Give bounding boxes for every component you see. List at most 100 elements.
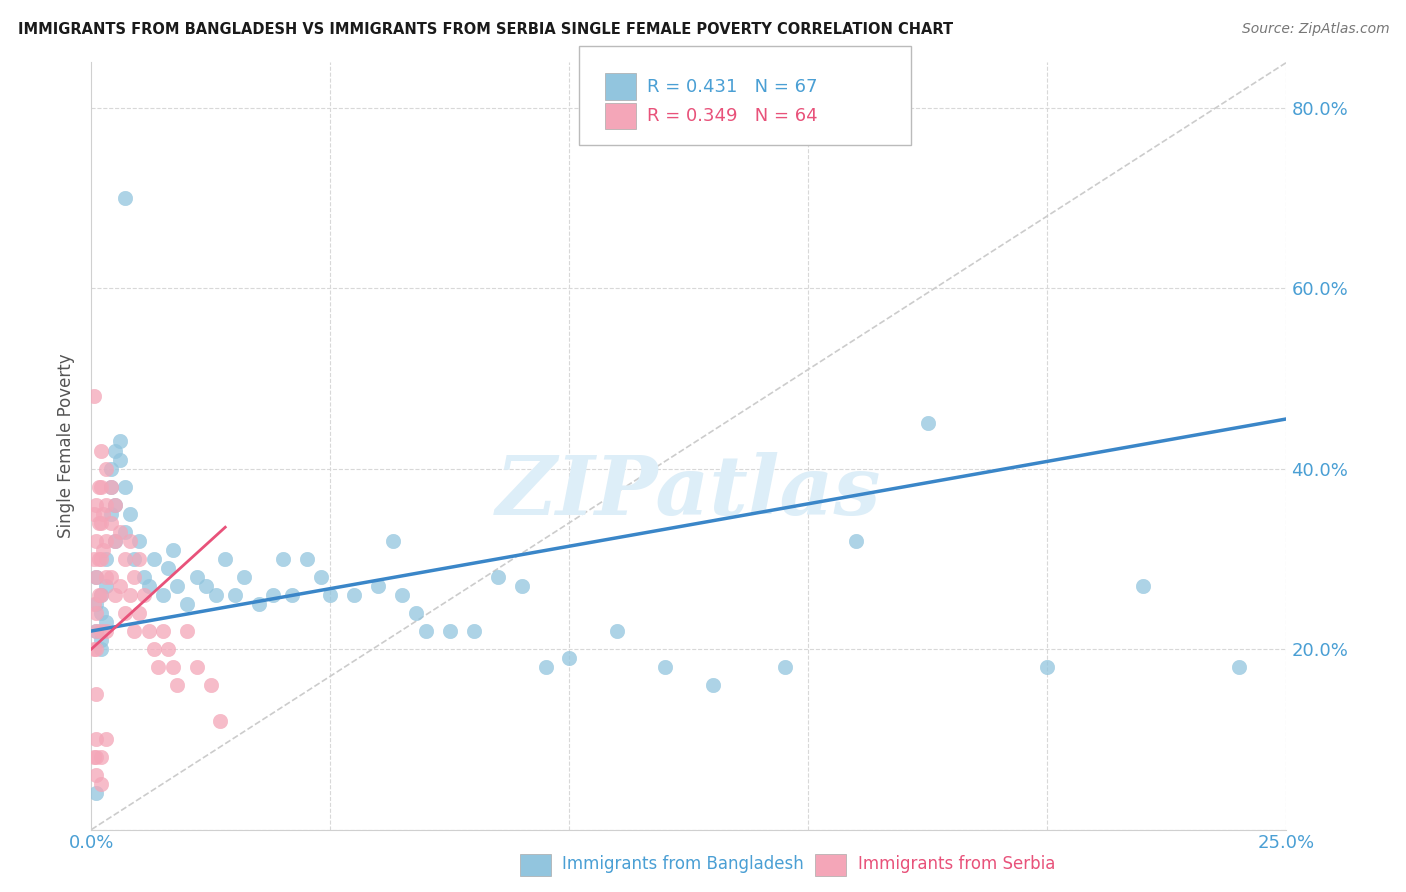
- Point: [84, 570, 107, 584]
- Point: [309, 570, 332, 584]
- Point: [405, 606, 427, 620]
- Point: [162, 542, 184, 557]
- Point: [463, 624, 485, 638]
- Point: [104, 533, 127, 548]
- Point: [148, 660, 170, 674]
- Point: [162, 660, 184, 674]
- Point: [84, 570, 107, 584]
- Point: [415, 624, 437, 638]
- Point: [100, 480, 122, 494]
- Point: [845, 533, 868, 548]
- Point: [83, 750, 105, 764]
- Point: [83, 507, 105, 521]
- Point: [108, 524, 131, 539]
- Point: [118, 588, 141, 602]
- Point: [176, 624, 198, 638]
- Point: [83, 642, 105, 657]
- Point: [534, 660, 557, 674]
- Point: [200, 678, 222, 692]
- Point: [124, 551, 146, 566]
- Point: [108, 579, 131, 593]
- Point: [100, 480, 122, 494]
- Point: [100, 516, 122, 530]
- Point: [367, 579, 389, 593]
- Point: [90, 633, 112, 648]
- Point: [558, 651, 581, 665]
- Point: [128, 551, 150, 566]
- Point: [84, 533, 107, 548]
- Point: [124, 624, 146, 638]
- Point: [83, 597, 105, 611]
- Point: [224, 588, 246, 602]
- Point: [83, 389, 105, 403]
- Point: [156, 561, 179, 575]
- Point: [90, 606, 112, 620]
- Point: [1036, 660, 1059, 674]
- Point: [87, 480, 110, 494]
- Point: [90, 516, 112, 530]
- Point: [94, 570, 117, 584]
- Point: [90, 443, 112, 458]
- Point: [84, 787, 107, 801]
- Point: [94, 498, 117, 512]
- Point: [108, 452, 131, 467]
- Point: [87, 588, 110, 602]
- Text: Immigrants from Serbia: Immigrants from Serbia: [858, 855, 1054, 873]
- Point: [114, 606, 136, 620]
- Text: R = 0.431   N = 67: R = 0.431 N = 67: [647, 78, 817, 95]
- Point: [84, 768, 107, 782]
- Point: [90, 588, 112, 602]
- Point: [94, 624, 117, 638]
- Point: [83, 551, 105, 566]
- Point: [247, 597, 270, 611]
- Point: [702, 678, 724, 692]
- Point: [391, 588, 413, 602]
- Point: [118, 507, 141, 521]
- Point: [114, 524, 136, 539]
- Point: [132, 588, 155, 602]
- Point: [114, 480, 136, 494]
- Point: [152, 624, 174, 638]
- Point: [104, 498, 127, 512]
- Point: [87, 551, 110, 566]
- Point: [87, 516, 110, 530]
- Point: [114, 551, 136, 566]
- Point: [262, 588, 284, 602]
- Point: [100, 507, 122, 521]
- Point: [142, 642, 165, 657]
- Point: [90, 551, 112, 566]
- Point: [94, 461, 117, 475]
- Point: [94, 732, 117, 747]
- Point: [114, 191, 136, 205]
- Point: [510, 579, 533, 593]
- Point: [100, 461, 122, 475]
- Point: [281, 588, 304, 602]
- Point: [90, 480, 112, 494]
- Point: [142, 551, 165, 566]
- Point: [90, 588, 112, 602]
- Point: [128, 533, 150, 548]
- Point: [94, 579, 117, 593]
- Point: [271, 551, 294, 566]
- Point: [166, 678, 188, 692]
- Point: [84, 498, 107, 512]
- Point: [295, 551, 318, 566]
- Point: [319, 588, 342, 602]
- Point: [343, 588, 366, 602]
- Point: [773, 660, 796, 674]
- Point: [84, 606, 107, 620]
- Point: [94, 615, 117, 629]
- Point: [84, 642, 107, 657]
- Point: [93, 507, 114, 521]
- Text: R = 0.349   N = 64: R = 0.349 N = 64: [647, 107, 817, 125]
- Point: [606, 624, 628, 638]
- Point: [100, 570, 122, 584]
- Point: [84, 687, 107, 701]
- Point: [138, 579, 160, 593]
- Point: [124, 570, 146, 584]
- Point: [84, 750, 107, 764]
- Point: [204, 588, 226, 602]
- Point: [84, 597, 107, 611]
- Point: [156, 642, 179, 657]
- Point: [94, 551, 117, 566]
